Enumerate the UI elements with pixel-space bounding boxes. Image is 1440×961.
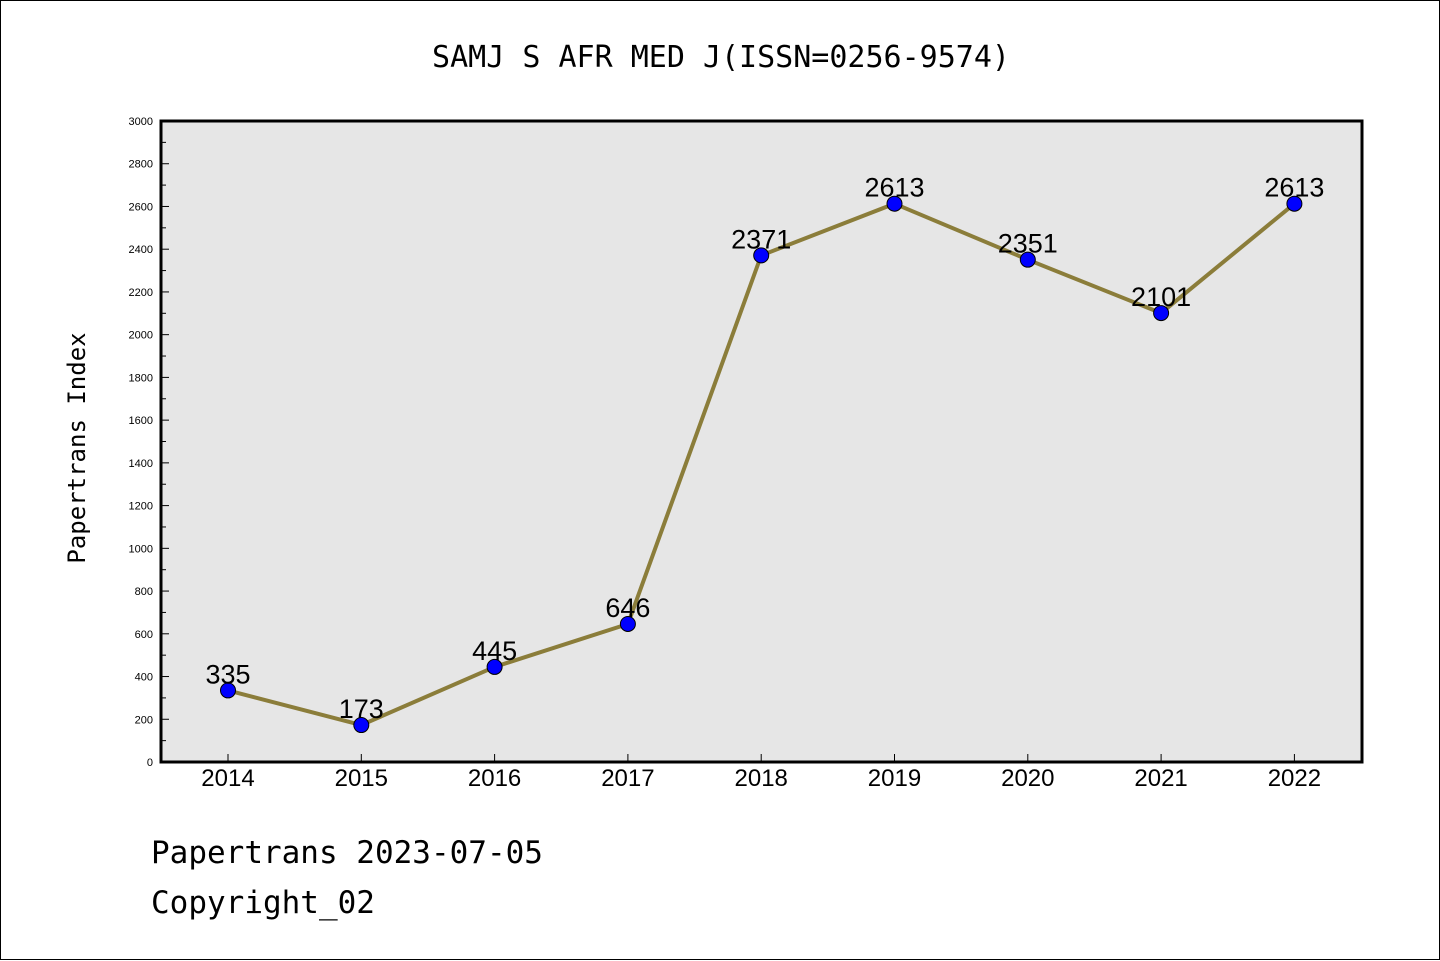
data-label: 173	[339, 694, 384, 724]
data-point-marker	[353, 717, 370, 734]
data-point-marker	[619, 615, 636, 632]
y-tick-label: 2800	[129, 159, 153, 171]
data-label: 445	[472, 636, 517, 666]
x-tick-label: 2021	[1134, 765, 1187, 792]
x-tick-label: 2018	[735, 765, 788, 792]
footer-copyright-text: Copyright_02	[151, 885, 375, 921]
data-point-marker	[220, 682, 236, 699]
x-tick-label: 2016	[468, 765, 521, 792]
data-point-marker	[886, 195, 903, 212]
y-tick-label: 2000	[129, 330, 153, 342]
data-series	[220, 195, 1303, 734]
data-label: 335	[205, 659, 250, 689]
data-label: 2613	[1264, 173, 1324, 203]
y-tick-label: 1400	[129, 458, 153, 470]
x-tick-label: 2015	[335, 765, 388, 792]
y-tick-label: 2600	[129, 201, 153, 213]
x-tick-label: 2017	[601, 765, 654, 792]
data-label: 646	[605, 593, 650, 623]
data-label: 2101	[1131, 282, 1191, 312]
plot-area	[159, 119, 1364, 764]
y-tick-label: 1600	[129, 415, 153, 427]
y-tick-label: 2400	[129, 244, 153, 256]
y-tick-label: 0	[147, 757, 153, 769]
x-tick-label: 2019	[868, 765, 921, 792]
data-point-marker	[1019, 251, 1036, 268]
data-label: 2613	[864, 173, 924, 203]
data-label: 2351	[998, 229, 1058, 259]
data-point-marker	[753, 247, 770, 264]
data-point-marker	[1153, 305, 1170, 322]
data-label: 2371	[731, 224, 791, 254]
y-tick-label: 1200	[129, 501, 153, 513]
y-tick-label: 400	[135, 672, 153, 684]
y-tick-label: 3000	[129, 116, 153, 128]
x-tick-label: 2020	[1001, 765, 1054, 792]
data-point-marker	[1286, 195, 1303, 212]
y-tick-label: 2200	[129, 287, 153, 299]
y-tick-label: 1000	[129, 543, 153, 555]
y-tick-label: 200	[135, 714, 153, 726]
y-tick-label: 600	[135, 629, 153, 641]
data-point-marker	[486, 658, 503, 675]
chart-title: SAMJ S AFR MED J(ISSN=0256-9574)	[432, 40, 1010, 75]
x-axis: 2014 2015 2016 2017 2018 2019 2020 2021 2022	[201, 754, 1321, 792]
y-tick-label: 1800	[129, 372, 153, 384]
y-axis-label: Papertrans Index	[63, 332, 91, 563]
x-tick-label: 2022	[1268, 765, 1321, 792]
footer-date-text: Papertrans 2023-07-05	[151, 835, 543, 871]
x-tick-label: 2014	[201, 765, 254, 792]
y-axis: 0 200 400 600 800 1000 1200 1400 1600 1800 2000 220…	[129, 116, 169, 769]
data-labels: 335 173 445 646 2371 2613 2351 2101 2613	[205, 173, 1324, 724]
y-tick-label: 800	[135, 586, 153, 598]
